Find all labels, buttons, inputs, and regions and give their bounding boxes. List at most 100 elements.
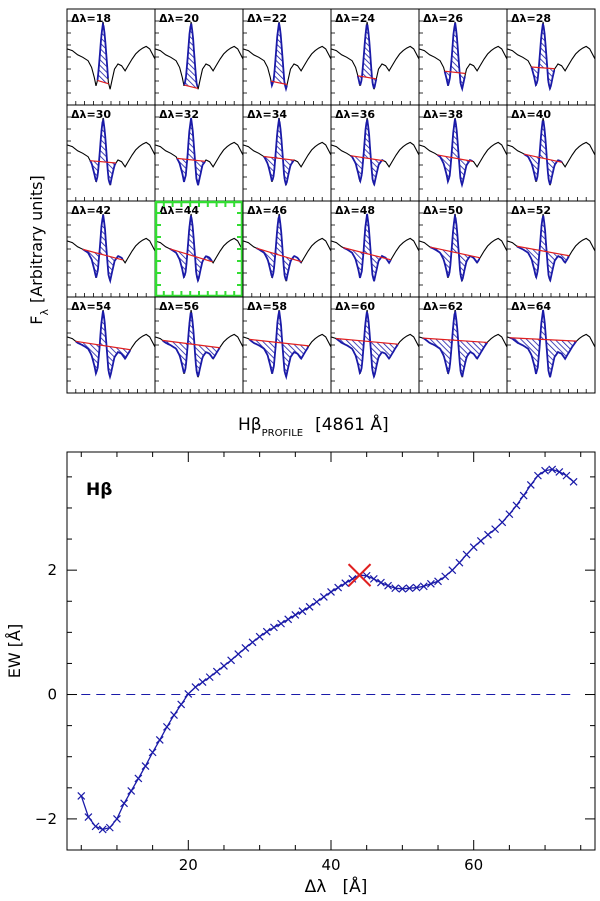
profile-panel: Δλ=54 (66, 296, 156, 394)
profile-hatch (249, 310, 309, 377)
data-point (127, 786, 136, 795)
profile-panel: Δλ=18 (66, 8, 156, 106)
data-point (91, 822, 100, 831)
data-point (512, 501, 521, 510)
selected-point-marker (347, 563, 372, 587)
profile-line (342, 213, 392, 282)
data-point-stroke (498, 518, 507, 527)
profile-hatch (97, 24, 108, 84)
data-point-stroke (269, 623, 278, 632)
profile-hatch (162, 313, 220, 376)
data-point (113, 814, 121, 823)
data-point-stroke (127, 786, 136, 795)
data-point (369, 574, 378, 583)
data-point-stroke (405, 584, 414, 593)
profile-panel: Δλ=20 (154, 8, 244, 106)
profile-hatch (263, 120, 294, 184)
profile-panel: Δλ=36 (330, 104, 420, 202)
data-point-stroke (134, 774, 143, 783)
continuum-line (162, 339, 220, 349)
profile-panel: Δλ=30 (66, 104, 156, 202)
profile-panel: Δλ=60 (330, 296, 420, 394)
data-point-stroke (284, 615, 293, 624)
data-point (198, 678, 207, 687)
data-point-stroke (448, 566, 457, 575)
data-point-stroke (362, 571, 371, 580)
profile-panel: Δλ=22 (242, 8, 332, 106)
data-point (548, 465, 557, 474)
data-point (277, 619, 285, 628)
data-point (220, 662, 228, 670)
continuum-line (422, 337, 488, 344)
data-point-stroke (248, 638, 257, 647)
data-point (476, 537, 485, 545)
profile-hatch (531, 23, 555, 89)
data-point-stroke (469, 543, 478, 552)
data-point (384, 581, 393, 590)
data-point-stroke (327, 587, 335, 596)
profile-line (509, 309, 578, 378)
panel-label: Δλ=18 (71, 12, 111, 25)
ew-plot-frame (66, 451, 596, 851)
profile-line (335, 311, 399, 380)
continuum-line (97, 79, 109, 85)
data-point-stroke (291, 611, 300, 619)
profile-line (96, 21, 109, 81)
data-point (305, 602, 314, 611)
data-point-stroke (98, 825, 107, 834)
data-point (412, 583, 421, 592)
continuum-line (256, 247, 302, 263)
top-y-label-sub: λ (38, 309, 51, 316)
data-point (498, 518, 507, 527)
continuum-line (524, 153, 563, 163)
data-point (377, 578, 385, 587)
highlight-point-stroke (347, 563, 372, 587)
data-point (162, 722, 171, 731)
data-point (227, 656, 236, 665)
data-point (426, 579, 435, 588)
panel-label: Δλ=42 (71, 204, 111, 217)
data-point-stroke (455, 558, 464, 567)
ew-x-axis-label: Δλ [Å] (305, 875, 368, 897)
continuum-line (270, 80, 288, 86)
profile-line (422, 309, 488, 378)
profile-line (516, 215, 570, 283)
top-x-label-unit: [4861 Å] (315, 413, 389, 435)
data-point-stroke (212, 667, 221, 676)
data-point (84, 813, 93, 821)
continuum-line (336, 337, 399, 345)
profile-panel: Δλ=58 (242, 296, 332, 394)
profile-hatch (177, 118, 206, 186)
data-point (419, 582, 428, 591)
ew-plot-title: Hβ (86, 480, 112, 500)
data-point-stroke (162, 722, 171, 731)
profile-panel: Δλ=26 (418, 8, 508, 106)
profile-line (82, 214, 124, 285)
continuum-line (437, 154, 473, 162)
top-y-axis-label: Fλ [Arbitrary units] (27, 175, 51, 324)
profile-line (176, 117, 206, 186)
data-point-stroke (505, 510, 514, 519)
data-point (248, 638, 257, 647)
data-point (448, 566, 457, 575)
profile-panel: Δλ=28 (506, 8, 596, 106)
profile-hatch (516, 215, 569, 281)
data-point (484, 530, 492, 539)
profile-panel: Δλ=48 (330, 200, 420, 298)
panel-label: Δλ=22 (247, 12, 287, 25)
data-point (212, 667, 221, 676)
data-point-stroke (277, 619, 285, 628)
continuum-line (169, 248, 213, 263)
data-point-stroke (84, 813, 93, 821)
continuum-line (75, 340, 131, 351)
continuum-line (82, 248, 124, 261)
profile-hatch (509, 310, 577, 378)
profile-panel: Δλ=24 (330, 8, 420, 106)
data-point (77, 791, 86, 800)
profile-hatch (350, 119, 384, 185)
panel-label: Δλ=44 (159, 204, 199, 217)
x-tick-label: 20 (179, 856, 198, 874)
data-point-stroke (512, 501, 521, 510)
data-point-stroke (319, 592, 328, 601)
data-point (155, 736, 164, 744)
